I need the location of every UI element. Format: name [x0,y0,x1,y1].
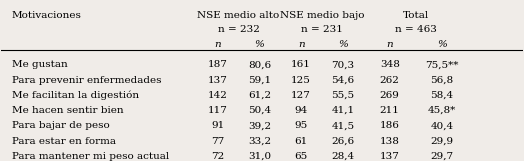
Text: Para estar en forma: Para estar en forma [12,137,116,146]
Text: 187: 187 [208,60,227,69]
Text: %: % [338,40,348,49]
Text: NSE medio bajo: NSE medio bajo [280,11,364,20]
Text: n: n [386,40,393,49]
Text: 61,2: 61,2 [248,91,271,100]
Text: 56,8: 56,8 [430,76,453,85]
Text: 29,7: 29,7 [430,152,453,161]
Text: 45,8*: 45,8* [428,106,456,115]
Text: 77: 77 [211,137,224,146]
Text: 33,2: 33,2 [248,137,271,146]
Text: n = 231: n = 231 [301,25,343,34]
Text: 41,5: 41,5 [331,121,354,130]
Text: 39,2: 39,2 [248,121,271,130]
Text: 55,5: 55,5 [331,91,354,100]
Text: 40,4: 40,4 [430,121,453,130]
Text: n = 463: n = 463 [395,25,436,34]
Text: Motivaciones: Motivaciones [12,11,82,20]
Text: Total: Total [402,11,429,20]
Text: NSE medio alto: NSE medio alto [198,11,280,20]
Text: 95: 95 [294,121,308,130]
Text: n: n [214,40,221,49]
Text: 80,6: 80,6 [248,60,271,69]
Text: Me facilitan la digestión: Me facilitan la digestión [12,91,139,100]
Text: 31,0: 31,0 [248,152,271,161]
Text: 75,5**: 75,5** [425,60,458,69]
Text: 137: 137 [208,76,227,85]
Text: 186: 186 [380,121,400,130]
Text: 26,6: 26,6 [331,137,354,146]
Text: 94: 94 [294,106,308,115]
Text: 137: 137 [380,152,400,161]
Text: 59,1: 59,1 [248,76,271,85]
Text: n: n [298,40,304,49]
Text: 211: 211 [380,106,400,115]
Text: 348: 348 [380,60,400,69]
Text: Me hacen sentir bien: Me hacen sentir bien [12,106,124,115]
Text: 142: 142 [208,91,227,100]
Text: 117: 117 [208,106,227,115]
Text: %: % [437,40,447,49]
Text: 138: 138 [380,137,400,146]
Text: Para bajar de peso: Para bajar de peso [12,121,110,130]
Text: 65: 65 [294,152,308,161]
Text: 262: 262 [380,76,400,85]
Text: 72: 72 [211,152,224,161]
Text: 70,3: 70,3 [331,60,354,69]
Text: 58,4: 58,4 [430,91,453,100]
Text: 127: 127 [291,91,311,100]
Text: 41,1: 41,1 [331,106,354,115]
Text: %: % [255,40,264,49]
Text: 28,4: 28,4 [331,152,354,161]
Text: Para prevenir enfermedades: Para prevenir enfermedades [12,76,161,85]
Text: n = 232: n = 232 [217,25,259,34]
Text: 161: 161 [291,60,311,69]
Text: Me gustan: Me gustan [12,60,68,69]
Text: 269: 269 [380,91,400,100]
Text: 125: 125 [291,76,311,85]
Text: 54,6: 54,6 [331,76,354,85]
Text: 29,9: 29,9 [430,137,453,146]
Text: 91: 91 [211,121,224,130]
Text: 50,4: 50,4 [248,106,271,115]
Text: 61: 61 [294,137,308,146]
Text: Para mantener mi peso actual: Para mantener mi peso actual [12,152,169,161]
